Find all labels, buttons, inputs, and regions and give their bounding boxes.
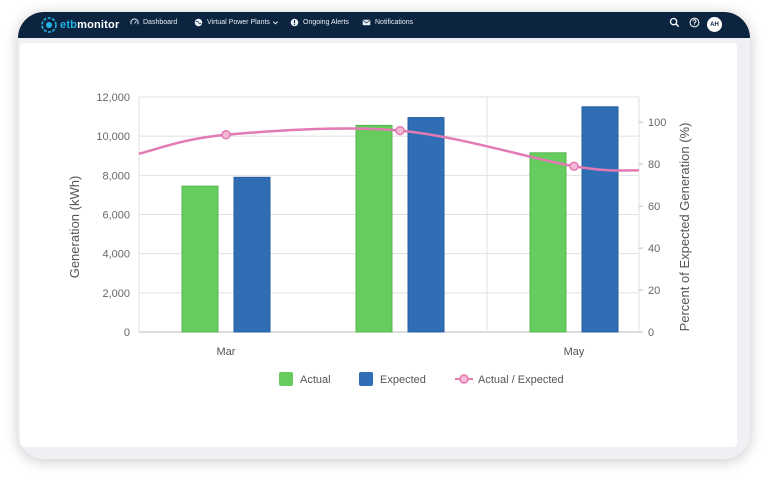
help-button[interactable] <box>689 17 700 28</box>
mail-icon <box>362 19 371 26</box>
help-icon <box>689 17 700 28</box>
y-tick-label: 8,000 <box>102 170 130 182</box>
y2-tick-label: 20 <box>648 285 660 297</box>
bar-expected-2 <box>407 117 445 333</box>
nav-alerts-label: Ongoing Alerts <box>303 19 349 26</box>
y-tick-label: 2,000 <box>102 288 130 300</box>
x-tick-label: Mar <box>217 346 236 358</box>
y-tick-label: 4,000 <box>102 249 130 261</box>
nav-ongoing-alerts[interactable]: Ongoing Alerts <box>290 18 349 27</box>
logo-icon <box>41 17 57 33</box>
bar-actual-1 <box>181 185 219 333</box>
nav-dashboard-label: Dashboard <box>143 19 178 26</box>
alert-icon <box>290 18 299 27</box>
y2-tick-label: 0 <box>648 327 654 339</box>
main-content: 0 2,000 4,000 6,000 8,000 10,000 12,000 0 20 40 60… <box>18 38 750 459</box>
top-navbar: etbmonitor Dashboard Virtual Power Plant… <box>18 12 750 38</box>
y2-tick-label: 60 <box>648 201 660 213</box>
globe-icon <box>194 18 203 27</box>
chart-panel: 0 2,000 4,000 6,000 8,000 10,000 12,000 0 20 40 60… <box>20 43 737 447</box>
nav-notifications[interactable]: Notifications <box>362 18 413 27</box>
legend-swatch-ratio-marker <box>459 374 469 384</box>
legend-label-ratio: Actual / Expected <box>478 374 564 386</box>
logo-text: etbmonitor <box>60 19 120 31</box>
legend-label-expected: Expected <box>380 374 426 386</box>
legend: Actual Expected Actual / Expected <box>279 372 564 386</box>
y-axis-title: Generation (kWh) <box>67 176 82 279</box>
ratio-point-3 <box>569 161 579 171</box>
bars <box>181 106 619 333</box>
ratio-point-1 <box>221 130 231 140</box>
x-tick-label: May <box>564 346 585 358</box>
y2-tick-label: 100 <box>648 117 666 129</box>
legend-swatch-actual <box>279 372 293 386</box>
y2-axis-title: Percent of Expected Generation (%) <box>677 123 692 332</box>
axes: 0 2,000 4,000 6,000 8,000 10,000 12,000 0 20 40 60… <box>96 92 666 358</box>
y2-tick-label: 40 <box>648 243 660 255</box>
app-logo[interactable]: etbmonitor <box>40 16 119 34</box>
y2-tick-label: 80 <box>648 159 660 171</box>
legend-item-actual[interactable]: Actual <box>279 372 331 386</box>
nav-notifications-label: Notifications <box>375 19 414 26</box>
chevron-down-icon <box>272 21 278 25</box>
y-tick-label: 12,000 <box>96 92 130 104</box>
y-tick-label: 6,000 <box>102 210 130 222</box>
nav-virtual-power-plants[interactable]: Virtual Power Plants <box>194 18 279 27</box>
bar-expected-3 <box>581 106 619 333</box>
legend-item-expected[interactable]: Expected <box>359 372 426 386</box>
legend-swatch-expected <box>359 372 373 386</box>
y-tick-label: 10,000 <box>96 131 130 143</box>
bar-expected-1 <box>233 176 271 333</box>
bar-actual-3 <box>529 152 567 333</box>
y-tick-label: 0 <box>124 327 130 339</box>
legend-label-actual: Actual <box>300 374 331 386</box>
ratio-line <box>138 125 640 172</box>
generation-chart: 0 2,000 4,000 6,000 8,000 10,000 12,000 0 20 40 60… <box>67 92 692 386</box>
nav-dashboard[interactable]: Dashboard <box>130 18 177 27</box>
search-button[interactable] <box>669 17 680 28</box>
app-window: etbmonitor Dashboard Virtual Power Plant… <box>18 12 750 459</box>
user-avatar[interactable]: AH <box>707 17 722 32</box>
dashboard-icon <box>130 18 139 25</box>
ratio-point-2 <box>395 125 405 136</box>
legend-item-ratio[interactable]: Actual / Expected <box>455 374 564 386</box>
search-icon <box>669 17 680 28</box>
bar-actual-2 <box>355 124 393 333</box>
nav-vpp-label: Virtual Power Plants <box>207 19 270 26</box>
